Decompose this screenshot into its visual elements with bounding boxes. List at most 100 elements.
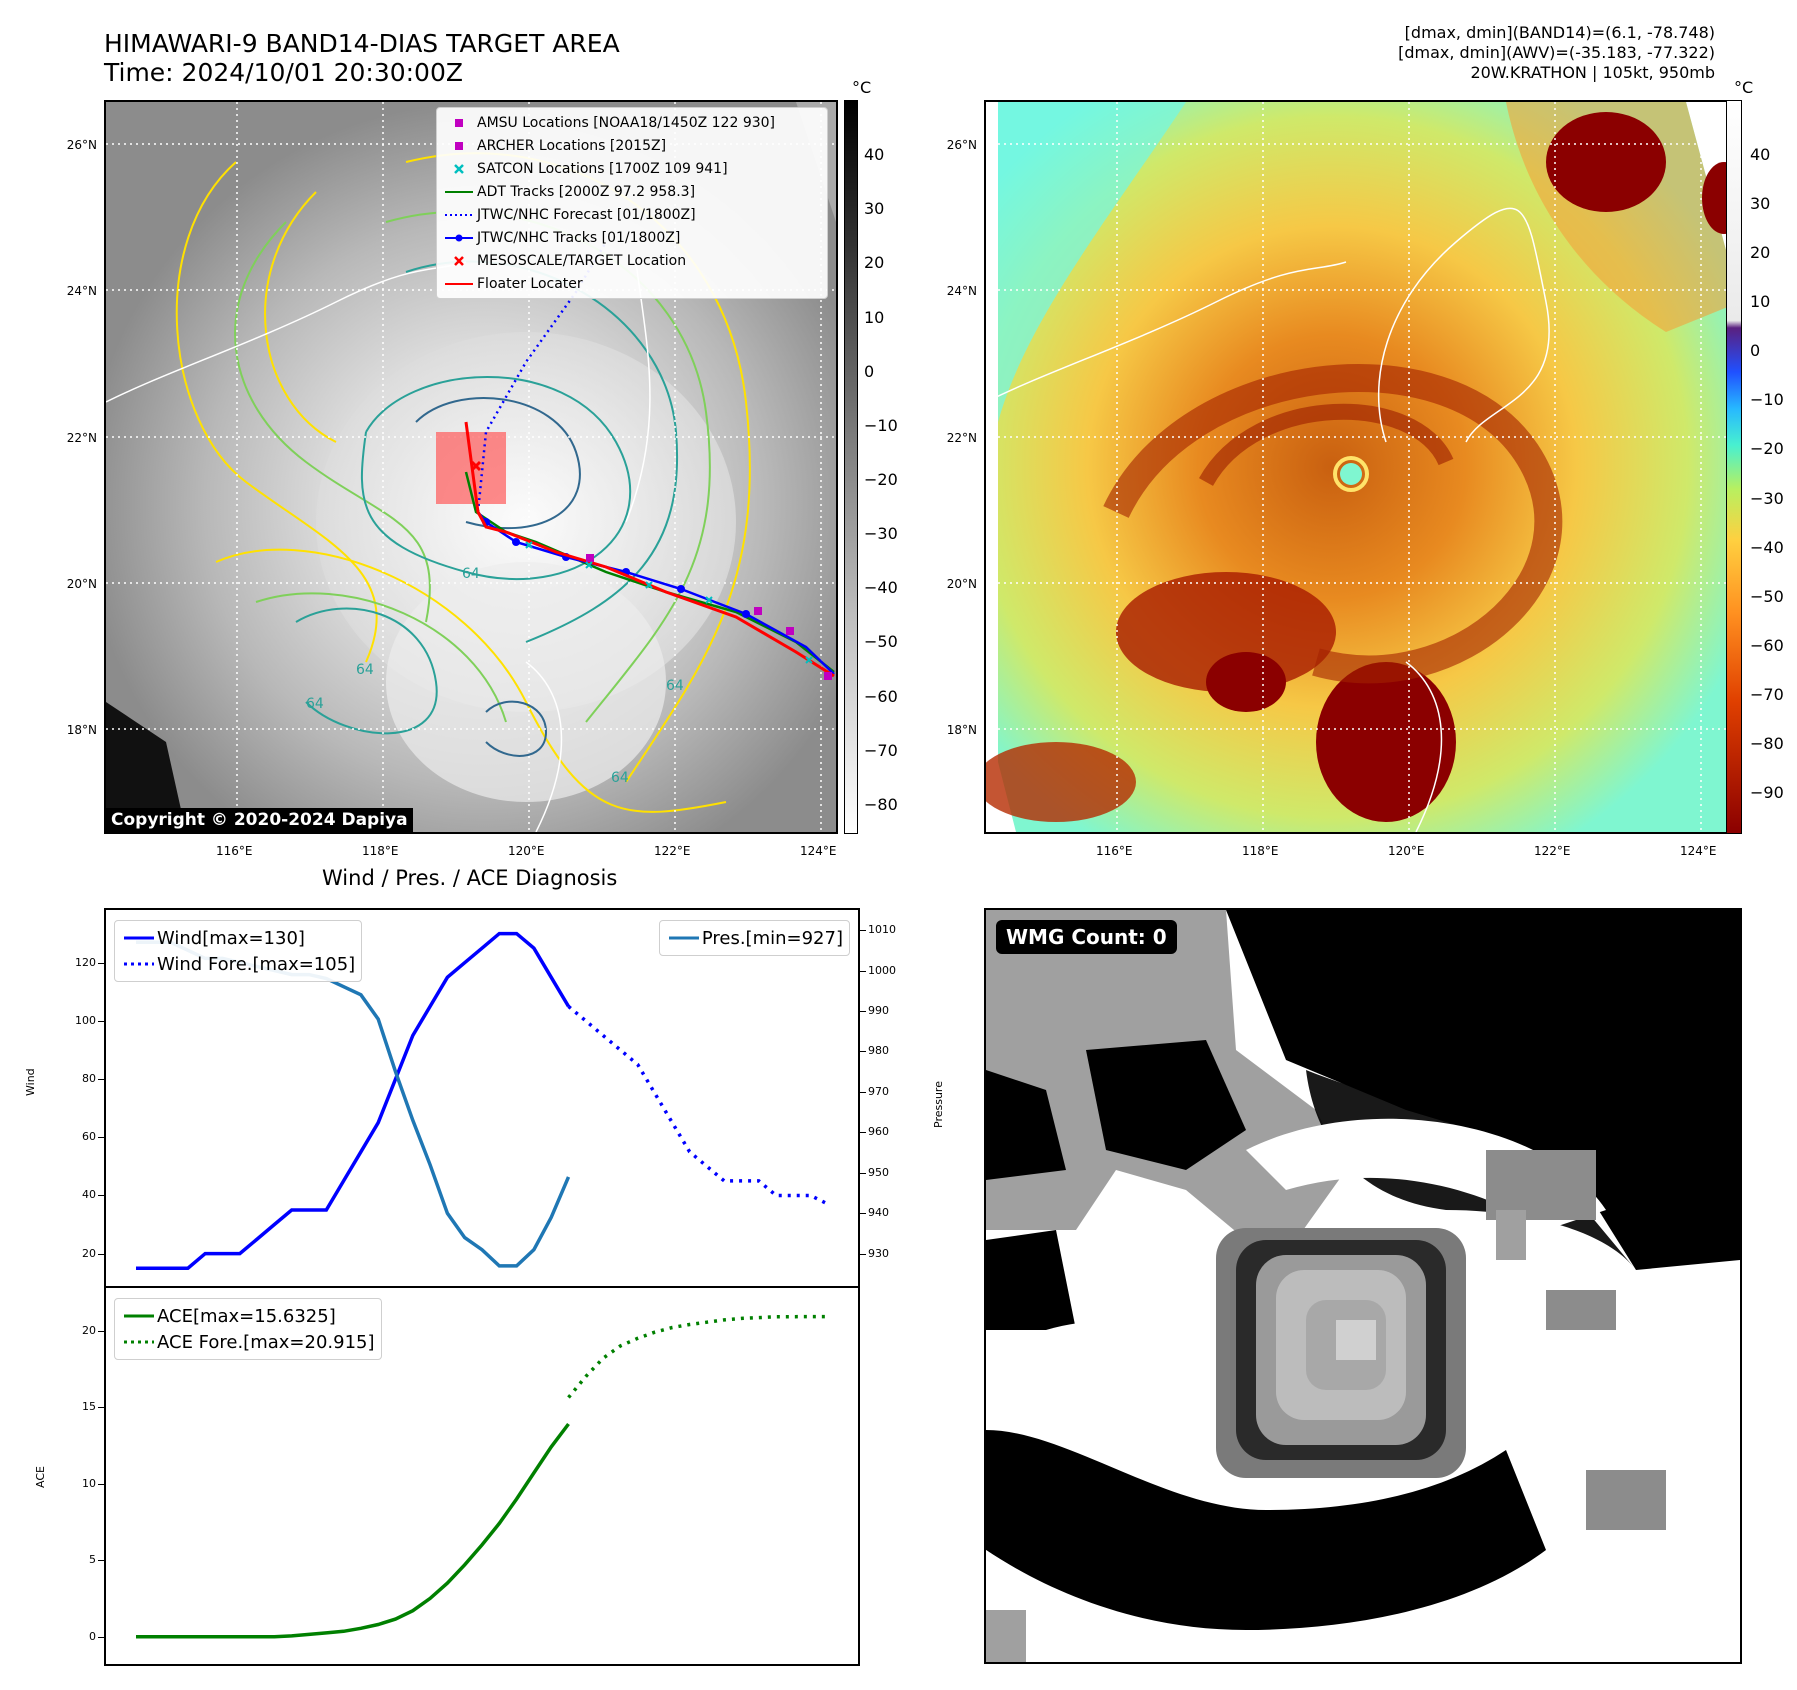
legend-jtwc-forecast-label: JTWC/NHC Forecast [01/1800Z]	[477, 206, 696, 223]
colorbar-tick: −50	[1750, 586, 1784, 606]
legend-target: MESOSCALE/TARGET Location	[441, 249, 823, 272]
axis-tick-mark	[98, 1636, 104, 1638]
contour-label: 64	[666, 678, 684, 694]
legend-archer: ARCHER Locations [2015Z]	[441, 134, 823, 157]
legend-adt: ADT Tracks [2000Z 97.2 958.3]	[441, 180, 823, 203]
contour-label: 64	[356, 662, 374, 678]
axis-tick-mark	[860, 1253, 866, 1255]
pressure-tick-label: 930	[868, 1246, 889, 1260]
series-line-ace-0	[136, 1422, 570, 1639]
axis-tick-mark	[860, 1213, 866, 1215]
colorbar-tick: −30	[864, 524, 898, 544]
axis-tick-mark	[98, 1079, 104, 1081]
ir-colorbar	[844, 100, 858, 834]
axis-tick-mark	[860, 1091, 866, 1093]
ace-line-icon	[124, 1314, 154, 1318]
legend-ace-forecast: ACE Fore.[max=20.915]	[121, 1329, 375, 1355]
legend-wind-forecast-label: Wind Fore.[max=105]	[157, 953, 356, 975]
adt-line-icon	[445, 190, 473, 193]
colorbar-unit: °C	[852, 78, 872, 97]
pressure-tick-label: 980	[868, 1044, 889, 1058]
ace-tick-label: 10	[82, 1476, 96, 1490]
wind-line-icon	[124, 936, 154, 940]
wind-tick-label: 120	[75, 955, 96, 969]
ace-tick-label: 0	[89, 1629, 96, 1643]
wind-tick-label: 40	[82, 1188, 96, 1202]
lon-label: 118°E	[1242, 844, 1279, 858]
colorbar-tick: 40	[1750, 144, 1771, 164]
floater-track	[464, 421, 835, 678]
colorbar-tick: 0	[1750, 341, 1761, 361]
awv-colorbar	[1726, 100, 1742, 834]
axis-tick-mark	[98, 1483, 104, 1485]
colorbar-tick: −50	[864, 632, 898, 652]
contour-label: 64	[462, 566, 480, 582]
legend-floater: Floater Locater	[441, 272, 823, 295]
axis-tick-mark	[98, 1020, 104, 1022]
axis-tick-mark	[860, 970, 866, 972]
axis-tick-mark	[98, 1560, 104, 1562]
wind-tick-label: 20	[82, 1246, 96, 1260]
pressure-line-icon	[668, 936, 699, 940]
legend-ace-forecast-label: ACE Fore.[max=20.915]	[157, 1331, 375, 1353]
contour-label: 64	[611, 770, 629, 786]
lat-label: 18°N	[66, 723, 97, 737]
legend-pressure: Pres.[min=927]	[666, 925, 843, 951]
pressure-axis-label: Pressure	[932, 1081, 945, 1128]
series-line-pressure-0	[136, 940, 571, 1268]
colorbar-tick: 30	[1750, 193, 1771, 213]
colorbar-tick: −40	[864, 578, 898, 598]
storm-info: 20W.KRATHON | 105kt, 950mb	[1470, 63, 1715, 82]
legend-wind-label: Wind[max=130]	[157, 927, 305, 949]
colorbar-tick: −70	[864, 740, 898, 760]
lon-label: 120°E	[1388, 844, 1425, 858]
wmg-count-badge: WMG Count: 0	[996, 920, 1177, 954]
pressure-legend: Pres.[min=927]	[658, 920, 850, 956]
awv-map-panel	[984, 100, 1742, 834]
lon-label: 124°E	[800, 844, 837, 858]
pressure-tick-label: 990	[868, 1004, 889, 1017]
wmg-image	[986, 910, 1740, 1662]
copyright-badge: Copyright © 2020-2024 Dapiya	[106, 808, 413, 832]
pressure-tick-label: 970	[868, 1084, 889, 1098]
colorbar-tick: −70	[1750, 685, 1784, 705]
axis-tick-mark	[98, 1253, 104, 1255]
lat-label: 20°N	[66, 577, 97, 591]
axis-tick-mark	[98, 1195, 104, 1197]
axis-tick-mark	[860, 930, 866, 932]
legend-amsu: AMSU Locations [NOAA18/1450Z 122 930]	[441, 111, 823, 134]
legend-satcon: SATCON Locations [1700Z 109 941]	[441, 157, 823, 180]
lat-label: 22°N	[66, 431, 97, 445]
floater-line-icon	[445, 282, 473, 285]
colorbar-tick: −40	[1750, 537, 1784, 557]
ace-tick-label: 20	[82, 1323, 96, 1337]
colorbar-tick: −60	[864, 686, 898, 706]
legend-pressure-label: Pres.[min=927]	[701, 927, 843, 949]
track-line-dot-icon	[445, 234, 473, 241]
legend-archer-label: ARCHER Locations [2015Z]	[477, 137, 667, 154]
colorbar-tick: −20	[864, 470, 898, 489]
wind-tick-label: 60	[82, 1130, 96, 1144]
lat-label: 26°N	[66, 138, 97, 152]
legend-satcon-label: SATCON Locations [1700Z 109 941]	[477, 160, 728, 177]
legend-ace-label: ACE[max=15.6325]	[157, 1305, 336, 1327]
ace-tick-label: 5	[89, 1553, 96, 1567]
pressure-tick-label: 960	[868, 1125, 889, 1139]
lon-label: 122°E	[1534, 844, 1571, 858]
wind-pressure-plot: Wind[max=130] Wind Fore.[max=105] Pres.[…	[104, 908, 860, 1288]
lon-label: 116°E	[216, 844, 253, 858]
legend-adt-label: ADT Tracks [2000Z 97.2 958.3]	[477, 183, 696, 200]
ace-legend: ACE[max=15.6325] ACE Fore.[max=20.915]	[114, 1298, 382, 1360]
lat-label: 22°N	[946, 431, 977, 445]
series-line-wind-1	[567, 1005, 829, 1206]
colorbar-tick: 10	[1750, 292, 1771, 311]
lon-label: 118°E	[362, 844, 399, 858]
wind-legend: Wind[max=130] Wind Fore.[max=105]	[114, 920, 363, 982]
axis-tick-mark	[98, 1330, 104, 1332]
axis-tick-mark	[860, 1011, 866, 1012]
colorbar-tick: 20	[1750, 242, 1771, 262]
pressure-tick-label: 940	[868, 1206, 889, 1220]
lat-label: 20°N	[946, 577, 977, 591]
series-line-ace-1	[567, 1314, 828, 1399]
colorbar-tick: −30	[1750, 488, 1784, 508]
